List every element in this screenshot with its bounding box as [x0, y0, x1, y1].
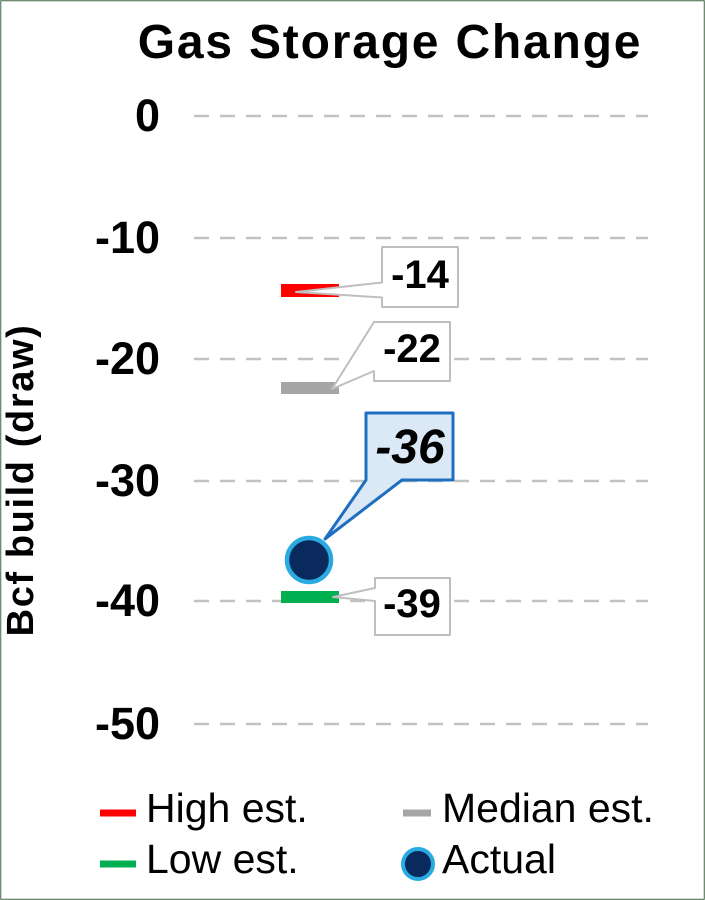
svg-text:Actual: Actual [442, 836, 556, 882]
svg-text:-50: -50 [95, 698, 160, 749]
svg-text:-20: -20 [95, 333, 160, 384]
svg-text:-36: -36 [375, 421, 445, 474]
svg-text:-10: -10 [95, 212, 160, 263]
svg-text:Gas Storage Change: Gas Storage Change [138, 16, 643, 69]
svg-text:-22: -22 [383, 327, 441, 371]
svg-text:-30: -30 [95, 455, 160, 506]
svg-text:0: 0 [135, 90, 160, 141]
svg-text:Median est.: Median est. [442, 785, 654, 831]
svg-text:-40: -40 [95, 575, 160, 626]
svg-text:Low est.: Low est. [146, 836, 299, 882]
svg-text:-39: -39 [383, 582, 441, 626]
svg-text:Bcf build (draw): Bcf build (draw) [0, 324, 42, 637]
svg-text:-14: -14 [391, 253, 450, 297]
svg-text:High est.: High est. [146, 785, 308, 831]
